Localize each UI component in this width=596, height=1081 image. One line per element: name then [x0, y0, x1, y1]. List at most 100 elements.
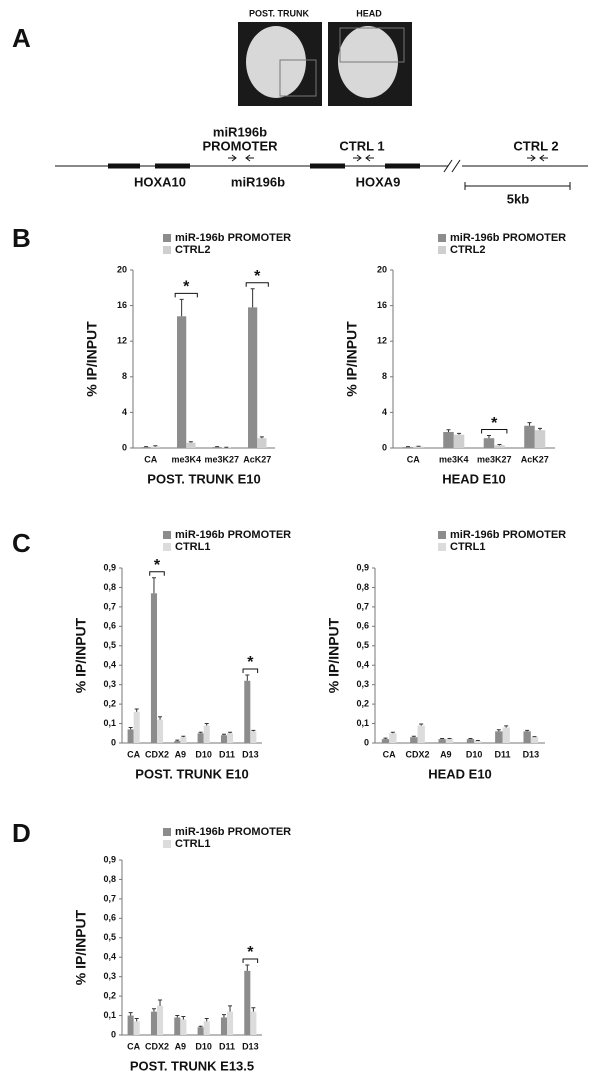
bar	[524, 425, 535, 448]
promoter-label: miR196b	[213, 124, 267, 139]
y-tick-label: 0,1	[356, 718, 369, 728]
y-tick-label: 0,6	[103, 621, 116, 631]
ctrl-label: CTRL 1	[339, 138, 384, 153]
error-bar	[468, 738, 473, 740]
bar	[389, 733, 397, 743]
y-tick-label: 0,6	[356, 621, 369, 631]
bar	[186, 442, 196, 448]
y-tick-label: 0,3	[103, 679, 116, 689]
error-bar	[158, 716, 163, 720]
bar	[127, 729, 134, 743]
bar	[127, 1015, 134, 1035]
y-axis-label: % IP/INPUT	[84, 321, 100, 397]
x-tick-label: me3K4	[439, 454, 469, 464]
bar	[244, 680, 251, 743]
legend-swatch	[438, 234, 446, 242]
error-bar	[151, 1008, 156, 1012]
legend-swatch	[163, 234, 171, 242]
y-tick-label: 20	[377, 264, 387, 274]
panel-label: B	[12, 223, 31, 253]
error-bar	[245, 964, 250, 971]
error-bar	[496, 729, 501, 732]
locus	[55, 154, 588, 190]
bar	[443, 431, 454, 448]
bar	[483, 438, 495, 448]
x-tick-label: D11	[494, 749, 510, 759]
error-bar	[486, 435, 491, 439]
error-bar	[221, 733, 226, 736]
x-tick-label: CDX2	[145, 749, 169, 759]
bar	[180, 737, 187, 743]
panel-label: A	[12, 23, 31, 53]
legend-label: miR-196b PROMOTER	[175, 826, 291, 838]
y-tick-label: 0,5	[103, 932, 116, 942]
legend-label: miR-196b PROMOTER	[175, 232, 291, 244]
y-tick-label: 16	[377, 300, 387, 310]
significance-bracket	[174, 292, 198, 298]
legend-label: miR-196b PROMOTER	[450, 529, 566, 541]
legend-label: CTRL2	[175, 244, 210, 256]
error-bar	[532, 736, 537, 738]
bar	[227, 1011, 234, 1035]
bar	[534, 430, 546, 448]
error-bar	[411, 735, 416, 738]
y-tick-label: 0,7	[103, 601, 116, 611]
error-bar	[134, 708, 139, 712]
error-bar	[245, 674, 250, 681]
x-tick-label: D10	[466, 749, 483, 759]
gene-label: miR196b	[231, 174, 285, 189]
y-tick-label: 20	[117, 264, 127, 274]
bar	[381, 739, 390, 743]
bar	[523, 731, 531, 743]
bar	[250, 731, 257, 743]
y-tick-label: 0,6	[103, 913, 116, 923]
error-bar	[527, 422, 532, 426]
bar	[157, 719, 164, 743]
error-bar	[457, 432, 462, 435]
bar	[402, 447, 414, 448]
bar	[227, 733, 234, 743]
bar	[150, 593, 157, 743]
promoter-label: PROMOTER	[202, 138, 278, 153]
error-bar	[251, 729, 256, 732]
significance-bracket	[149, 571, 165, 576]
legend-swatch	[438, 531, 446, 539]
y-tick-label: 0	[111, 737, 116, 747]
significance-star: *	[254, 268, 261, 285]
error-bar	[383, 737, 388, 740]
panel-label: C	[12, 528, 31, 558]
y-tick-label: 0	[382, 442, 387, 452]
chart-title: POST. TRUNK E10	[147, 471, 260, 486]
ctrl-label: CTRL 2	[513, 138, 558, 153]
x-tick-label: me3K4	[171, 454, 201, 464]
bar	[250, 1011, 257, 1035]
y-tick-label: 4	[122, 407, 127, 417]
image-label: HEAD	[356, 8, 382, 18]
bar	[417, 725, 425, 743]
significance-star: *	[247, 944, 254, 961]
error-bar	[446, 429, 451, 432]
bar	[141, 447, 151, 448]
y-tick-label: 16	[117, 300, 127, 310]
chart-title: HEAD E10	[428, 766, 492, 781]
bar	[203, 1021, 210, 1035]
error-bar	[475, 739, 480, 742]
error-bar	[504, 725, 509, 728]
x-tick-label: CA	[127, 1041, 140, 1051]
y-tick-label: 0,2	[103, 990, 116, 1000]
y-tick-label: 0,2	[103, 698, 116, 708]
y-tick-label: 0,9	[356, 562, 369, 572]
region-box	[339, 27, 405, 63]
error-bar	[198, 1025, 203, 1028]
legend-label: miR-196b PROMOTER	[175, 529, 291, 541]
x-tick-label: AcK27	[521, 454, 549, 464]
y-tick-label: 0,7	[356, 601, 369, 611]
error-bar	[153, 445, 158, 447]
error-bar	[204, 723, 209, 726]
error-bar	[175, 1015, 180, 1018]
significance-star: *	[154, 557, 161, 574]
bar	[413, 446, 424, 448]
x-tick-label: D11	[219, 749, 235, 759]
